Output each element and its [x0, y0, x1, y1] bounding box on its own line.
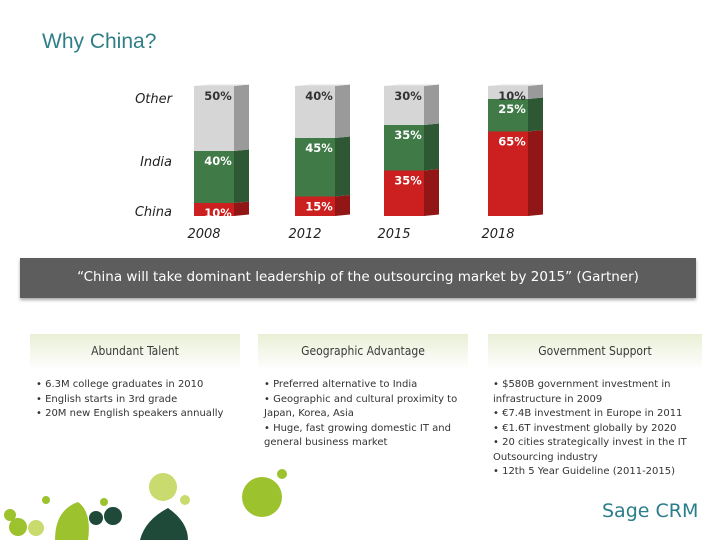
sage-crm-logo: Sage CRM: [602, 500, 699, 522]
bullet-line: • 6.3M college graduates in 2010: [36, 379, 204, 390]
bar-segment-china: [488, 131, 528, 216]
column-heading: Abundant Talent: [30, 334, 240, 370]
bullet-line: • €7.4B investment in Europe in 2011: [493, 408, 683, 419]
bar-side-china: [335, 195, 350, 216]
bar-side-india: [424, 123, 439, 171]
leaf-shape: [242, 477, 282, 517]
x-tick-label: 2008: [187, 227, 220, 242]
column-body: • $580B government investment in infrast…: [488, 378, 702, 480]
bar-side-other: [335, 84, 350, 138]
leaf-shape: [28, 520, 44, 536]
bar-segment-other: [295, 86, 335, 138]
data-label: 35%: [394, 174, 422, 188]
bar-segment-other: [384, 86, 424, 125]
bullet-line: • €1.6T investment globally by 2020: [493, 422, 677, 434]
leaf-shape: [104, 507, 122, 525]
data-label: 45%: [305, 141, 333, 155]
bullet-line: • Geographic and cultural proximity to: [264, 393, 458, 405]
data-label: 35%: [394, 128, 422, 142]
bullet-line: • English starts in 3rd grade: [36, 393, 178, 405]
bullet-line: general business market: [264, 437, 388, 448]
column-heading: Geographic Advantage: [258, 334, 468, 370]
bar-side-china: [528, 130, 543, 216]
bullet-line: • Preferred alternative to India: [264, 379, 418, 390]
bar-segment-india: [194, 151, 234, 203]
bar-top: [384, 84, 439, 86]
bar-side-china: [234, 201, 249, 216]
leaf-shape: [149, 473, 177, 501]
bar-side-other: [528, 84, 543, 99]
x-tick-label: 2015: [377, 227, 410, 242]
leaf-shape: [100, 498, 108, 506]
column-abundant-talent: Abundant Talent • 6.3M college graduates…: [30, 334, 240, 422]
data-label: 10%: [204, 206, 232, 220]
quote-text: “China will take dominant leadership of …: [77, 269, 639, 285]
x-tick-label: 2012: [288, 227, 321, 242]
bullet-line: • 20M new English speakers annually: [36, 408, 224, 419]
bar-side-other: [234, 84, 249, 151]
leaf-shape: [4, 509, 16, 521]
quote-banner: “China will take dominant leadership of …: [20, 258, 696, 298]
leaf-shape: [140, 508, 188, 540]
leaf-shape: [89, 511, 103, 525]
bullet-line: • 12th 5 Year Guideline (2011-2015): [493, 466, 676, 477]
bullet-line: • 20 cities strategically invest in the …: [493, 437, 687, 448]
stacked-bar-chart: 2008 2012 2015 2018 10% 40% 50% 15% 45% 40% 35% 35%…: [135, 84, 543, 242]
data-label: 40%: [204, 154, 232, 168]
column-body: • 6.3M college graduates in 2010 • Engli…: [30, 378, 240, 422]
bar-segment-china: [295, 196, 335, 216]
leaf-shape: [55, 502, 89, 540]
bullet-line: • Huge, fast growing domestic IT and: [264, 422, 451, 434]
data-label: 25%: [498, 102, 526, 116]
x-tick-label: 2018: [481, 227, 514, 242]
decorative-leaf-pattern: [4, 469, 287, 540]
column-body: • Preferred alternative to India • Geogr…: [258, 378, 468, 451]
bar-top: [488, 84, 543, 86]
legend-label-india: India: [140, 155, 172, 170]
bar-segment-other: [488, 86, 528, 99]
data-label: 15%: [305, 200, 333, 214]
leaf-shape: [9, 518, 27, 536]
bullet-line: • $580B government investment in: [493, 379, 671, 390]
bar-top: [194, 84, 249, 86]
bullet-line: infrastructure in 2009: [493, 393, 603, 405]
data-label: 40%: [305, 89, 333, 103]
bar-side-china: [424, 169, 439, 216]
bar-segment-india: [295, 138, 335, 197]
bar-segment-india: [384, 125, 424, 171]
page-title: Why China?: [42, 30, 157, 53]
column-government-support: Government Support • $580B government in…: [488, 334, 702, 480]
data-label: 30%: [394, 89, 422, 103]
column-geographic-advantage: Geographic Advantage • Preferred alterna…: [258, 334, 468, 451]
leaf-shape: [42, 496, 50, 504]
bar-segment-china: [194, 203, 234, 216]
data-label: 10%: [498, 89, 526, 103]
leaf-shape: [180, 495, 190, 505]
bar-side-india: [335, 136, 350, 197]
bar-segment-india: [488, 99, 528, 132]
bar-top: [295, 84, 350, 86]
bar-segment-other: [194, 86, 234, 151]
bar-side-other: [424, 84, 439, 125]
bullet-line: Outsourcing industry: [493, 451, 598, 463]
bullet-line: Japan, Korea, Asia: [264, 408, 354, 419]
legend-label-china: China: [135, 205, 172, 220]
leaf-shape: [277, 469, 287, 479]
data-label: 65%: [498, 135, 526, 149]
column-heading: Government Support: [488, 334, 702, 370]
bar-side-india: [234, 149, 249, 203]
bar-side-india: [528, 97, 543, 132]
legend-label-other: Other: [135, 92, 174, 107]
data-label: 50%: [204, 89, 232, 103]
bar-segment-china: [384, 170, 424, 216]
